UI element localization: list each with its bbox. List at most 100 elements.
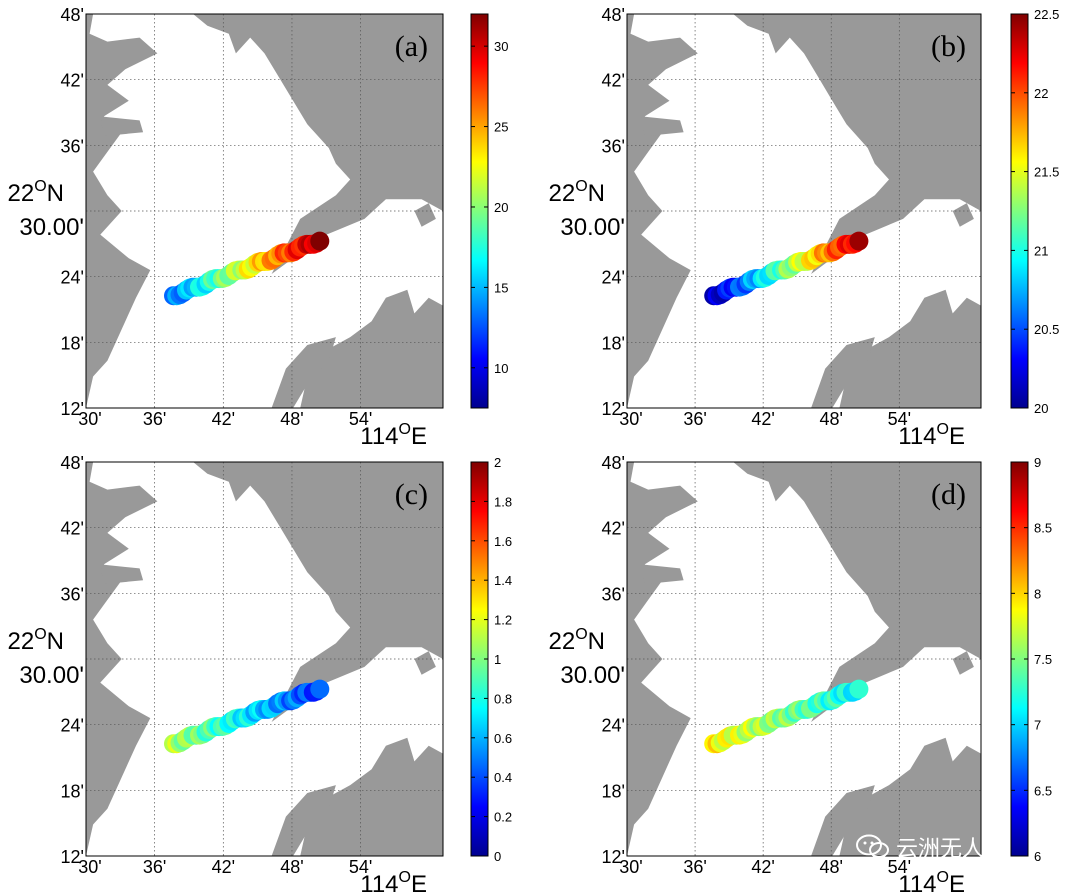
latitude-degree-label: 22ON <box>8 178 65 207</box>
latitude-tick-label: 24' <box>602 268 625 288</box>
colorbar-tick-label: 15 <box>494 280 508 295</box>
data-point <box>310 231 330 251</box>
colorbar-tick-label: 9 <box>1034 455 1041 470</box>
latitude-degree-label: 22ON <box>549 626 606 655</box>
land-north-east <box>733 462 981 722</box>
longitude-degree-label: 114OE <box>898 421 965 450</box>
latitude-minutes-label: 30.00' <box>560 214 625 241</box>
longitude-tick-label: 54' <box>888 409 911 429</box>
latitude-tick-label: 42' <box>602 519 625 539</box>
longitude-tick-label: 30' <box>619 857 642 877</box>
land-island <box>100 564 144 585</box>
land-peninsula <box>811 785 875 856</box>
colorbar-tick-label: 6 <box>1034 849 1041 864</box>
colorbar-tick-label: 1 <box>494 652 501 667</box>
map-panel: (c) 48' 42' 36' 24' 18' 12' 22ON 30.00' 30' 36' 42'… <box>8 453 513 894</box>
colorbar-tick-label: 21 <box>1034 243 1048 258</box>
survey-track <box>164 679 330 754</box>
latitude-tick-label: 18' <box>61 333 84 353</box>
watermark-text: 云洲无人船 <box>896 837 1007 862</box>
land-north-east <box>193 462 443 722</box>
land-island <box>641 116 684 137</box>
longitude-tick-label: 42' <box>751 409 774 429</box>
longitude-tick-label: 42' <box>212 409 235 429</box>
land-island <box>952 651 974 675</box>
latitude-tick-label: 42' <box>61 519 84 539</box>
latitude-tick-label: 48' <box>602 5 625 25</box>
colorbar-tick-label: 0.2 <box>494 810 512 825</box>
latitude-tick-label: 36' <box>602 136 625 156</box>
colorbar-tick-label: 1.2 <box>494 613 512 628</box>
latitude-tick-label: 18' <box>61 781 84 801</box>
colorbar: 9 8.5 8 7.5 7 6.5 6 <box>1010 455 1052 864</box>
wechat-icon <box>856 834 889 858</box>
land-south-east <box>300 737 443 856</box>
colorbar-tick-label: 1.6 <box>494 534 512 549</box>
land-south-east <box>839 289 981 408</box>
land-west-coast <box>627 462 698 856</box>
colorbar-tick-label: 7.5 <box>1034 652 1052 667</box>
latitude-tick-label: 18' <box>602 781 625 801</box>
latitude-tick-label: 24' <box>61 716 84 736</box>
latitude-tick-label: 24' <box>61 268 84 288</box>
longitude-degree-label: 114OE <box>360 421 427 450</box>
latitude-tick-label: 48' <box>61 5 84 25</box>
land-north-east <box>733 14 981 274</box>
longitude-tick-label: 36' <box>143 409 166 429</box>
longitude-tick-label: 30' <box>619 409 642 429</box>
land-island <box>414 203 436 227</box>
grid-lines <box>627 462 981 856</box>
latitude-tick-label: 42' <box>602 71 625 91</box>
colorbar-tick-label: 21.5 <box>1034 165 1059 180</box>
map-frame <box>85 461 444 857</box>
colorbar-tick-label: 0 <box>494 849 501 864</box>
grid-lines <box>627 14 981 408</box>
colorbar-tick-label: 1.8 <box>494 494 512 509</box>
colorbar-tick-label: 22.5 <box>1034 7 1059 22</box>
latitude-tick-label: 42' <box>61 71 84 91</box>
latitude-degree-label: 22ON <box>8 626 65 655</box>
land-south-east <box>300 289 443 408</box>
longitude-degree-label: 114OE <box>360 869 427 894</box>
latitude-minutes-label: 30.00' <box>19 214 84 241</box>
latitude-tick-label: 36' <box>61 136 84 156</box>
grid-lines <box>86 462 443 856</box>
colorbar-tick-label: 2 <box>494 455 501 470</box>
longitude-tick-label: 30' <box>78 857 101 877</box>
colorbar-tick-label: 0.6 <box>494 731 512 746</box>
map-frame <box>626 13 982 409</box>
colorbar-tick-label: 22 <box>1034 86 1048 101</box>
longitude-tick-label: 42' <box>751 857 774 877</box>
colorbar-tick-label: 8.5 <box>1034 521 1052 536</box>
longitude-tick-label: 48' <box>819 857 842 877</box>
land-west-coast <box>86 14 158 408</box>
longitude-tick-label: 54' <box>349 857 372 877</box>
colorbar-tick-label: 10 <box>494 361 508 376</box>
panel-label: (c) <box>395 478 428 511</box>
colorbar-tick-label: 7 <box>1034 718 1041 733</box>
land-peninsula <box>271 785 336 856</box>
land-west-coast <box>627 14 698 408</box>
map-frame <box>626 461 982 857</box>
survey-track <box>164 231 330 306</box>
colorbar-tick-label: 0.8 <box>494 691 512 706</box>
latitude-tick-label: 48' <box>602 453 625 473</box>
land-island <box>100 116 144 137</box>
latitude-tick-label: 12' <box>61 847 84 867</box>
map-panel: (a) 48' 42' 36' 24' 18' 12' 22ON 30.00' 30' 36' 42'… <box>8 5 509 450</box>
latitude-minutes-label: 30.00' <box>19 662 84 689</box>
land-island <box>641 564 684 585</box>
colorbar: 2 1.8 1.6 1.4 1.2 1 0.8 0.6 0.4 0.2 0 <box>470 455 512 864</box>
latitude-tick-label: 36' <box>602 584 625 604</box>
land-island <box>952 203 974 227</box>
longitude-tick-label: 48' <box>819 409 842 429</box>
colorbar-tick-label: 20 <box>494 200 508 215</box>
colorbar-tick-label: 20 <box>1034 401 1048 416</box>
latitude-tick-label: 18' <box>602 333 625 353</box>
land-island <box>414 651 436 675</box>
colorbar-gradient <box>470 13 489 409</box>
longitude-tick-label: 36' <box>143 857 166 877</box>
land-west-coast <box>86 462 158 856</box>
longitude-tick-label: 48' <box>280 409 303 429</box>
map-panel: (b) 48' 42' 36' 24' 18' 12' 22ON 30.00' 30' 36' 42'… <box>549 5 1060 450</box>
